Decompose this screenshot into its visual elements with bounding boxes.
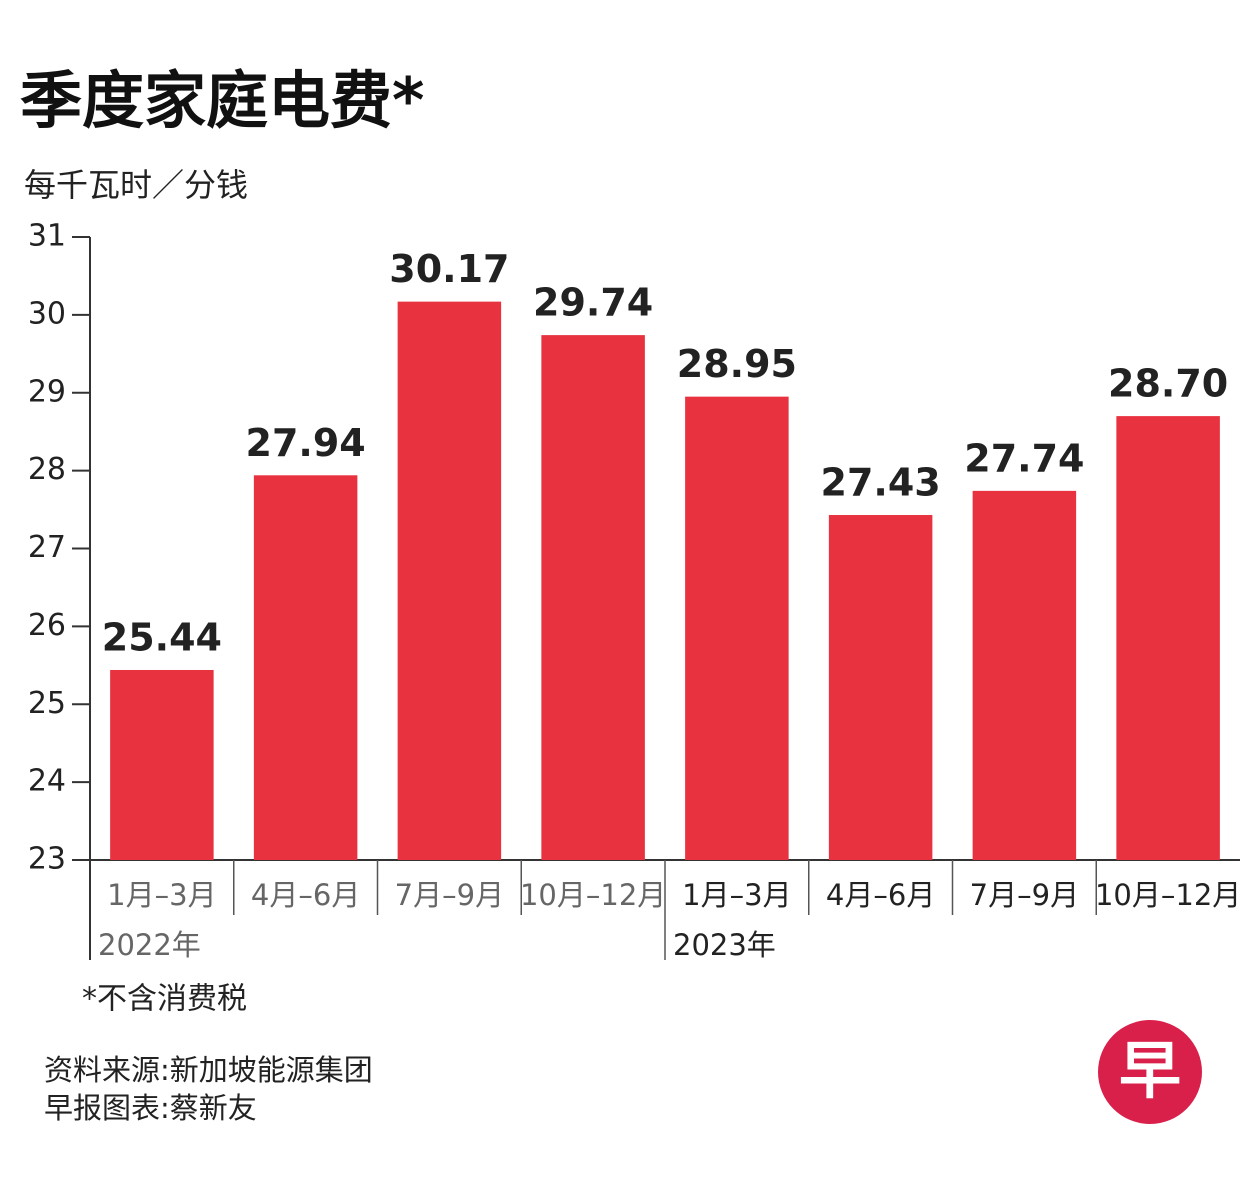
logo-circle bbox=[1098, 1020, 1202, 1124]
source: 资料来源:新加坡能源集团 bbox=[44, 1053, 373, 1087]
bar bbox=[972, 490, 1077, 860]
bar bbox=[685, 396, 789, 860]
y-axis-label: 每千瓦时／分钱 bbox=[24, 166, 248, 204]
y-tick-label: 28 bbox=[28, 452, 66, 487]
group-label: 2022年 bbox=[98, 928, 201, 962]
value-label: 28.95 bbox=[677, 342, 797, 386]
x-tick-label: 7月–9月 bbox=[970, 878, 1079, 912]
y-tick-label: 27 bbox=[28, 530, 66, 565]
value-label: 30.17 bbox=[389, 247, 509, 291]
x-tick-label: 10月–12月 bbox=[1095, 878, 1241, 912]
footnote: *不含消费税 bbox=[82, 982, 247, 1017]
bar bbox=[828, 515, 933, 860]
y-tick-label: 23 bbox=[28, 842, 66, 877]
value-label: 28.70 bbox=[1108, 362, 1228, 406]
y-tick-label: 26 bbox=[28, 608, 66, 643]
value-label: 27.74 bbox=[964, 436, 1084, 480]
y-tick-label: 31 bbox=[28, 219, 66, 254]
x-tick-label: 1月–3月 bbox=[682, 878, 791, 912]
value-label: 27.94 bbox=[246, 421, 366, 465]
bar bbox=[1116, 416, 1220, 860]
y-tick-label: 30 bbox=[28, 296, 66, 331]
group-label: 2023年 bbox=[673, 928, 776, 962]
y-tick-label: 25 bbox=[28, 686, 66, 721]
x-tick-label: 1月–3月 bbox=[107, 878, 216, 912]
bar bbox=[541, 335, 645, 860]
y-tick-label: 24 bbox=[28, 764, 66, 799]
value-label: 27.43 bbox=[821, 461, 941, 505]
value-label: 25.44 bbox=[102, 615, 222, 659]
credit: 早报图表:蔡新友 bbox=[44, 1091, 257, 1125]
bar bbox=[253, 475, 358, 860]
x-tick-label: 4月–6月 bbox=[826, 878, 935, 912]
x-tick-label: 10月–12月 bbox=[520, 878, 666, 912]
chart-title: 季度家庭电费* bbox=[20, 64, 424, 137]
y-tick-label: 29 bbox=[28, 374, 66, 409]
bar bbox=[110, 669, 214, 860]
logo: 早 bbox=[1119, 1034, 1181, 1107]
x-tick-label: 7月–9月 bbox=[395, 878, 504, 912]
value-label: 29.74 bbox=[533, 281, 653, 325]
bar bbox=[397, 301, 502, 861]
x-tick-label: 4月–6月 bbox=[251, 878, 360, 912]
